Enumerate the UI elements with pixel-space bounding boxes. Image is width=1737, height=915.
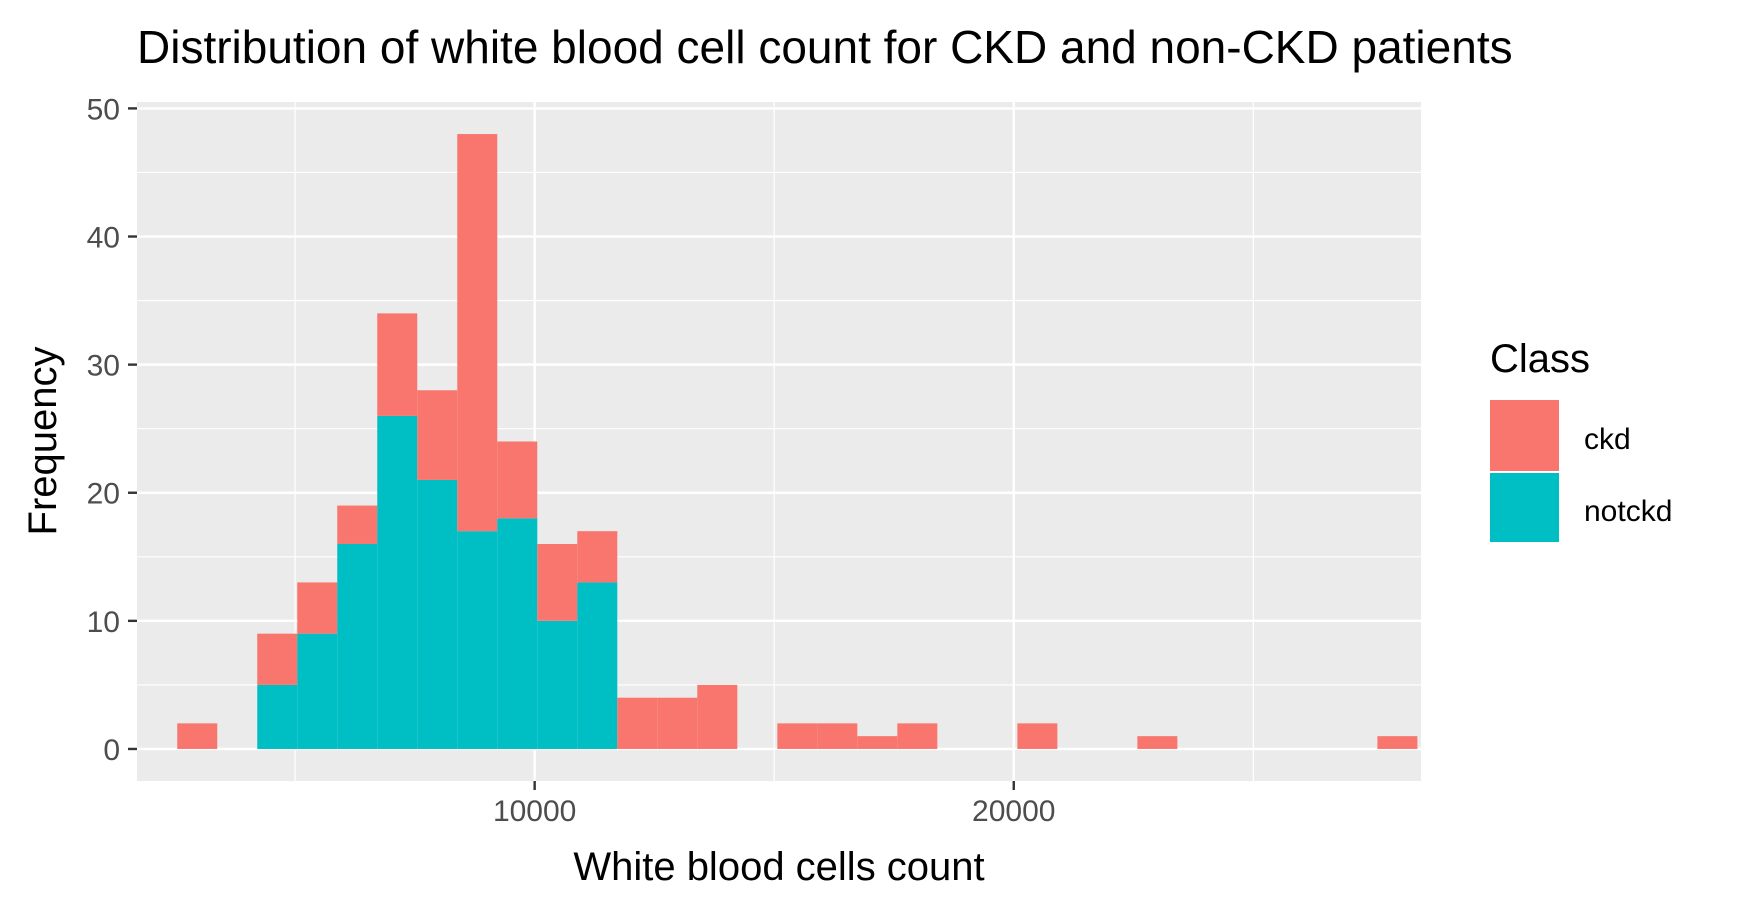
bar-notckd — [577, 582, 618, 749]
bar-ckd — [177, 723, 218, 749]
bar-ckd — [537, 543, 578, 621]
chart-title: Distribution of white blood cell count f… — [137, 21, 1513, 73]
bar-notckd — [457, 531, 498, 749]
y-tick-label: 40 — [87, 222, 120, 255]
x-tick-label: 10000 — [493, 795, 576, 828]
bar-notckd — [337, 543, 378, 749]
y-tick-label: 50 — [87, 93, 120, 126]
bar-ckd — [297, 582, 338, 634]
bar-ckd — [497, 441, 538, 519]
bar-ckd — [1017, 723, 1058, 749]
legend-swatch-ckd — [1490, 400, 1559, 471]
bar-ckd — [377, 313, 418, 416]
bar-ckd — [1377, 736, 1418, 749]
x-axis-title: White blood cells count — [573, 845, 984, 889]
bar-ckd — [897, 723, 938, 749]
y-tick-label: 30 — [87, 350, 120, 383]
bar-ckd — [457, 134, 498, 532]
y-axis-title: Frequency — [21, 347, 65, 536]
bar-ckd — [417, 390, 458, 480]
y-tick-label: 20 — [87, 478, 120, 511]
bar-notckd — [537, 620, 578, 749]
bar-ckd — [657, 697, 698, 749]
bar-ckd — [697, 684, 738, 749]
bar-ckd — [337, 505, 378, 544]
legend: Class ckd notckd — [1490, 337, 1672, 542]
bar-ckd — [577, 531, 618, 583]
bar-ckd — [857, 736, 898, 749]
legend-label-notckd: notckd — [1584, 495, 1672, 528]
legend-label-ckd: ckd — [1584, 423, 1631, 456]
bar-notckd — [497, 518, 538, 749]
x-tick-label: 20000 — [972, 795, 1055, 828]
legend-title: Class — [1490, 337, 1590, 381]
bar-ckd — [817, 723, 858, 749]
bar-ckd — [1137, 736, 1178, 749]
bar-ckd — [257, 633, 298, 685]
y-tick-label: 10 — [87, 606, 120, 639]
bar-notckd — [257, 684, 298, 749]
bar-notckd — [417, 479, 458, 749]
bars-layer — [177, 134, 1418, 749]
bar-notckd — [297, 633, 338, 749]
y-tick-label: 0 — [103, 734, 120, 767]
bar-ckd — [777, 723, 818, 749]
bar-ckd — [617, 697, 658, 749]
legend-swatch-notckd — [1490, 473, 1559, 542]
axes: 0 10 20 30 40 50 10000 20000 — [87, 93, 1056, 828]
bar-notckd — [377, 415, 418, 749]
